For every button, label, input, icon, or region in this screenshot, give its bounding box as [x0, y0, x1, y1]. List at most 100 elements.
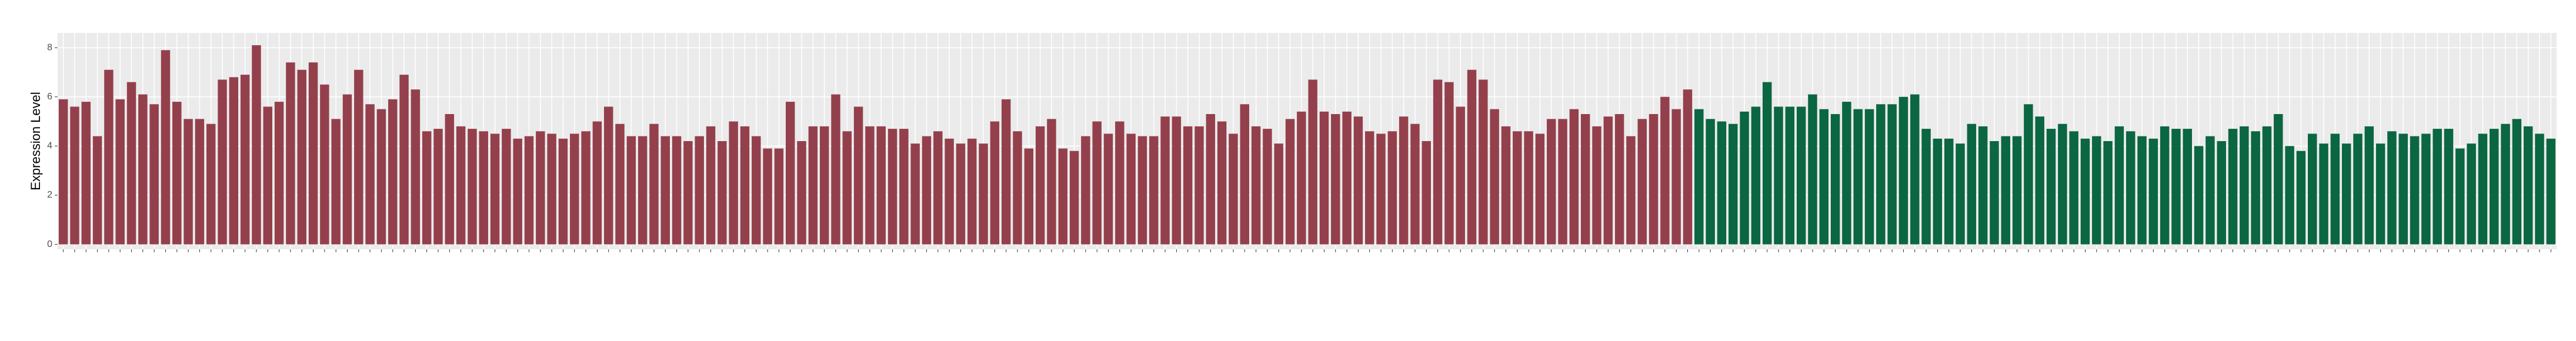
bar: [411, 89, 421, 245]
bar: [1308, 79, 1317, 245]
bar: [1751, 106, 1761, 245]
bar: [2103, 141, 2113, 245]
y-tick-label: 4: [47, 141, 52, 151]
bar: [2523, 126, 2533, 245]
bar: [2069, 131, 2078, 245]
bar: [2024, 104, 2033, 245]
bar: [1422, 141, 1432, 245]
bar: [92, 136, 102, 245]
bar: [1137, 136, 1147, 245]
bar: [672, 136, 682, 245]
bar: [2364, 126, 2374, 245]
bar: [1035, 126, 1045, 245]
bar: [81, 102, 91, 245]
bar: [479, 131, 488, 245]
bar: [1047, 119, 1056, 245]
bar: [1285, 119, 1295, 245]
bar: [1921, 129, 1931, 245]
bar: [1637, 119, 1647, 245]
bar: [740, 126, 750, 245]
bar: [2421, 133, 2431, 245]
bar: [388, 99, 398, 245]
bar: [1172, 116, 1182, 245]
bar: [865, 126, 875, 245]
bar: [342, 94, 352, 245]
bar: [1467, 69, 1477, 245]
bar: [138, 94, 148, 245]
bar: [1297, 111, 1306, 245]
bar: [1353, 116, 1363, 245]
bar: [853, 106, 863, 245]
bar: [1762, 82, 1772, 245]
bar: [354, 69, 363, 245]
bar: [990, 121, 1000, 245]
bar: [922, 136, 932, 245]
bar: [638, 136, 648, 245]
bar: [365, 104, 375, 245]
bar: [1194, 126, 1204, 245]
bar: [195, 119, 205, 245]
bar: [161, 50, 171, 245]
bar: [1808, 94, 1817, 245]
bar: [1853, 109, 1863, 245]
bar: [149, 104, 159, 245]
bar: [1217, 121, 1227, 245]
bar: [660, 136, 670, 245]
bar: [468, 129, 477, 245]
bar: [706, 126, 716, 245]
bar: [1910, 94, 1920, 245]
bar: [2319, 143, 2328, 245]
bar: [1331, 114, 1340, 245]
bar: [1978, 126, 1988, 245]
bar: [910, 143, 920, 245]
bar: [1024, 148, 1034, 245]
panel: [58, 33, 2557, 249]
bar: [456, 126, 466, 245]
bar: [490, 133, 500, 245]
bar: [2512, 119, 2522, 245]
bar: [967, 138, 977, 245]
bar: [763, 148, 772, 245]
bar: [2251, 131, 2260, 245]
bar: [1490, 109, 1499, 245]
bar: [626, 136, 636, 245]
bar: [1535, 133, 1545, 245]
bar: [695, 136, 704, 245]
bar: [1796, 106, 1806, 245]
bar: [933, 131, 943, 245]
bar: [376, 109, 386, 245]
bar: [2217, 141, 2226, 245]
bar: [1671, 109, 1681, 245]
bar: [1956, 143, 1965, 245]
bar: [422, 131, 432, 245]
bar: [1387, 131, 1397, 245]
bar: [592, 121, 602, 245]
y-axis-label: Expression Level: [28, 92, 43, 190]
bar: [1251, 126, 1261, 245]
bar: [570, 133, 579, 245]
bar: [1592, 126, 1601, 245]
bar: [252, 45, 261, 245]
bar: [2240, 126, 2249, 245]
bar: [206, 123, 216, 245]
bar: [1842, 102, 1851, 245]
bar: [2341, 143, 2351, 245]
bar: [729, 121, 738, 245]
bar: [218, 79, 227, 245]
bar: [1126, 133, 1136, 245]
bar: [1240, 104, 1250, 245]
bar: [1456, 106, 1465, 245]
bar: [2432, 129, 2442, 245]
bar: [2160, 126, 2170, 245]
bar: [1785, 106, 1795, 245]
bar: [297, 69, 306, 245]
bar: [229, 77, 239, 245]
bar: [774, 148, 784, 245]
bar: [536, 131, 545, 245]
bar: [1479, 79, 1488, 245]
bar: [2137, 136, 2147, 245]
bar: [433, 129, 443, 245]
bar: [183, 119, 193, 245]
y-tick-label: 6: [47, 92, 52, 102]
bar: [842, 131, 852, 245]
